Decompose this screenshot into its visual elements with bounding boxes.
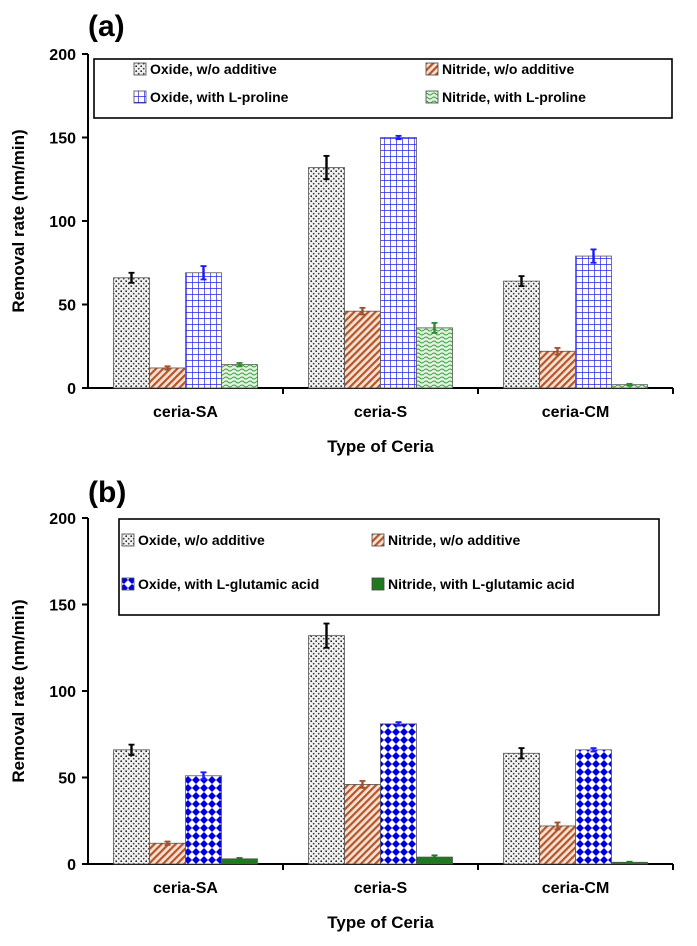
legend-entry: Nitride, w/o additive xyxy=(388,532,520,548)
legend-swatch xyxy=(133,90,147,104)
legend-swatch xyxy=(121,577,135,591)
y-tick-label: 0 xyxy=(67,381,76,398)
legend-entry: Nitride, with L-glutamic acid xyxy=(388,576,575,592)
legend-entry: Oxide, w/o additive xyxy=(150,61,277,77)
bar xyxy=(416,327,453,389)
category-label: ceria-S xyxy=(354,880,408,897)
legend: Oxide, w/o additive Nitride, w/o additive… xyxy=(93,58,673,119)
y-tick-label: 100 xyxy=(49,214,76,231)
category-label: ceria-CM xyxy=(542,880,610,897)
chart-panel-b: (b) 0 50 100 150 200 Removal rate (nm/min) Type… xyxy=(9,476,674,932)
bar xyxy=(185,272,222,389)
y-axis-title: Removal rate (nm/min) xyxy=(9,129,28,312)
legend-box xyxy=(93,58,673,119)
bar xyxy=(503,752,540,865)
bar xyxy=(575,255,612,389)
chart-panel-a: (a) 0 50 100 150 200 Removal rate (nm/min) Type… xyxy=(9,10,674,456)
bar xyxy=(539,350,576,389)
y-tick-label: 200 xyxy=(49,47,76,64)
legend-entry: Oxide, with L-glutamic acid xyxy=(138,576,319,592)
category-label: ceria-CM xyxy=(542,404,610,421)
bar xyxy=(113,277,150,389)
y-tick-label: 50 xyxy=(58,771,76,788)
bar xyxy=(503,280,540,389)
y-tick-label: 150 xyxy=(49,598,76,615)
legend-swatch xyxy=(121,533,135,547)
bar xyxy=(308,167,345,389)
y-tick-label: 150 xyxy=(49,131,76,148)
y-tick-label: 50 xyxy=(58,298,76,315)
bar xyxy=(308,635,345,865)
legend-swatch xyxy=(133,62,147,76)
bar xyxy=(344,310,381,389)
y-tick-label: 100 xyxy=(49,684,76,701)
legend-swatch xyxy=(425,62,439,76)
legend: Oxide, w/o additive Nitride, w/o additive… xyxy=(118,518,660,616)
bar xyxy=(113,749,150,865)
legend-box xyxy=(118,518,660,616)
y-axis-title: Removal rate (nm/min) xyxy=(9,599,28,782)
bar xyxy=(149,367,186,389)
category-label: ceria-SA xyxy=(153,880,218,897)
y-tick-label: 200 xyxy=(49,511,76,528)
bar xyxy=(149,842,186,865)
y-tick-label: 0 xyxy=(67,857,76,874)
category-label: ceria-SA xyxy=(153,404,218,421)
x-axis-title: Type of Ceria xyxy=(327,913,434,932)
x-axis-title: Type of Ceria xyxy=(327,437,434,456)
panel-label: (a) xyxy=(88,10,125,43)
bar xyxy=(344,784,381,865)
legend-entry: Oxide, with L-proline xyxy=(150,89,289,105)
bar xyxy=(539,825,576,865)
legend-entry: Nitride, w/o additive xyxy=(442,61,574,77)
legend-entry: Nitride, with L-proline xyxy=(442,89,586,105)
bar xyxy=(221,364,258,389)
bar xyxy=(185,775,222,865)
legend-swatch xyxy=(425,90,439,104)
legend-entry: Oxide, w/o additive xyxy=(138,532,265,548)
legend-swatch xyxy=(371,577,385,591)
bar xyxy=(380,137,417,389)
category-label: ceria-S xyxy=(354,404,408,421)
bar xyxy=(380,723,417,865)
legend-swatch xyxy=(371,533,385,547)
panel-label: (b) xyxy=(88,476,126,509)
bar xyxy=(575,749,612,865)
